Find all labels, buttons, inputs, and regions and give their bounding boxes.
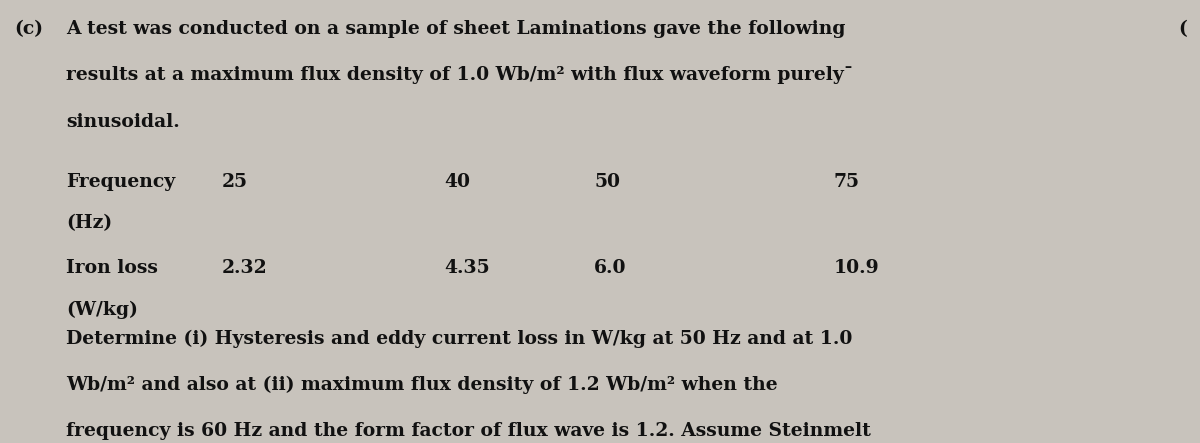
Text: results at a maximum flux density of 1.0 Wb/m² with flux waveform purely¯: results at a maximum flux density of 1.0…	[66, 66, 853, 85]
Text: 4.35: 4.35	[444, 260, 490, 277]
Text: (Hz): (Hz)	[66, 214, 112, 233]
Text: (: (	[1178, 20, 1187, 38]
Text: (W/kg): (W/kg)	[66, 300, 138, 319]
Text: 40: 40	[444, 173, 470, 191]
Text: A test was conducted on a sample of sheet Laminations gave the following: A test was conducted on a sample of shee…	[66, 20, 846, 38]
Text: frequency is 60 Hz and the form factor of flux wave is 1.2. Assume Steinmelt: frequency is 60 Hz and the form factor o…	[66, 422, 871, 440]
Text: sinusoidal.: sinusoidal.	[66, 113, 180, 131]
Text: Frequency: Frequency	[66, 173, 175, 191]
Text: Determine (i) Hysteresis and eddy current loss in W/kg at 50 Hz and at 1.0: Determine (i) Hysteresis and eddy curren…	[66, 329, 852, 347]
Text: Iron loss: Iron loss	[66, 260, 158, 277]
Text: 10.9: 10.9	[834, 260, 880, 277]
Text: 2.32: 2.32	[222, 260, 268, 277]
Text: Wb/m² and also at (ii) maximum flux density of 1.2 Wb/m² when the: Wb/m² and also at (ii) maximum flux dens…	[66, 376, 778, 394]
Text: 50: 50	[594, 173, 620, 191]
Text: 6.0: 6.0	[594, 260, 626, 277]
Text: 25: 25	[222, 173, 248, 191]
Text: (c): (c)	[14, 20, 43, 38]
Text: 75: 75	[834, 173, 860, 191]
